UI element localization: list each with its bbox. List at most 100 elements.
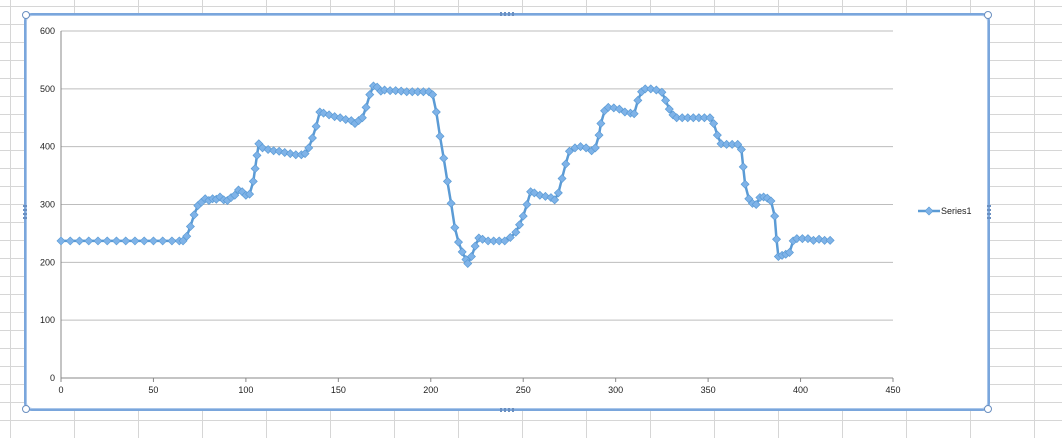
x-tick-label: 450 [885, 385, 900, 395]
data-point [248, 176, 258, 186]
data-point [664, 104, 674, 114]
data-point [93, 236, 103, 246]
gridlines [61, 30, 893, 321]
resize-handle-top[interactable] [500, 12, 514, 16]
resize-handle-bottom-left[interactable] [22, 405, 30, 413]
data-point [307, 133, 317, 143]
data-point [825, 235, 835, 245]
series-group [56, 81, 835, 268]
data-point [661, 95, 671, 105]
y-tick-label: 300 [40, 200, 55, 210]
data-point [596, 119, 606, 129]
data-point [772, 234, 782, 244]
data-point [311, 121, 321, 131]
y-tick-label: 200 [40, 257, 55, 267]
data-point [511, 227, 521, 237]
data-point [766, 196, 776, 206]
data-point [784, 248, 794, 257]
data-point [230, 190, 240, 200]
data-point [564, 146, 574, 156]
y-tick-label: 0 [50, 373, 55, 383]
data-point [594, 130, 604, 140]
data-point [185, 221, 195, 231]
data-point [250, 164, 260, 174]
data-point [518, 211, 528, 221]
data-point [396, 86, 406, 96]
data-point [439, 153, 449, 163]
data-point [470, 241, 480, 251]
data-point [505, 232, 515, 242]
data-point [736, 145, 746, 155]
data-point [74, 236, 84, 246]
data-point [361, 102, 371, 112]
x-tick-label: 300 [608, 385, 623, 395]
data-point [300, 149, 310, 159]
data-point [304, 143, 314, 153]
data-point [450, 223, 460, 233]
data-point [716, 139, 726, 149]
legend[interactable]: Series1 [918, 206, 972, 216]
x-tick-label: 200 [423, 385, 438, 395]
data-point [158, 236, 168, 246]
data-point [139, 236, 149, 246]
data-point [454, 237, 464, 247]
data-point [590, 143, 600, 153]
data-point [466, 252, 476, 262]
data-point [705, 113, 715, 123]
resize-handle-top-right[interactable] [984, 11, 992, 19]
y-tick-label: 400 [40, 142, 55, 152]
y-tick-label: 100 [40, 315, 55, 325]
data-point [65, 236, 75, 246]
data-point [709, 119, 719, 129]
resize-handle-bottom[interactable] [500, 408, 514, 412]
data-point [391, 86, 401, 96]
y-axis-tick-labels: 0 100 200 300 400 500 600 [40, 26, 55, 383]
axes [60, 31, 894, 382]
data-point [431, 107, 441, 117]
resize-handle-bottom-right[interactable] [984, 405, 992, 413]
y-tick-label: 600 [40, 26, 55, 36]
data-point [148, 236, 158, 246]
data-point [603, 102, 613, 112]
data-point [269, 146, 279, 156]
data-point [56, 236, 66, 246]
data-point [457, 247, 467, 257]
data-point [550, 195, 560, 205]
data-point [522, 200, 532, 209]
data-point [365, 90, 375, 100]
data-point [770, 211, 780, 221]
x-tick-label: 250 [516, 385, 531, 395]
data-point [712, 130, 722, 140]
x-tick-label: 50 [148, 385, 158, 395]
x-axis-tick-labels: 0 50 100 150 200 250 300 350 400 450 [58, 385, 900, 395]
data-point [167, 236, 177, 246]
y-tick-label: 500 [40, 84, 55, 94]
resize-handle-top-left[interactable] [22, 11, 30, 19]
resize-handle-left[interactable] [23, 205, 27, 219]
data-point [189, 210, 199, 220]
legend-marker [924, 206, 934, 216]
x-tick-label: 350 [701, 385, 716, 395]
data-point [515, 220, 525, 230]
data-point [111, 236, 121, 246]
data-point [130, 236, 140, 246]
data-point [633, 95, 643, 105]
resize-handle-right[interactable] [987, 205, 991, 219]
chart-area[interactable] [22, 11, 992, 413]
data-point [84, 236, 94, 246]
data-point [557, 173, 567, 183]
data-point [553, 188, 563, 198]
x-tick-label: 150 [331, 385, 346, 395]
data-point [357, 113, 367, 123]
series-line [61, 84, 831, 265]
data-point [629, 109, 639, 119]
data-point [121, 236, 131, 246]
data-point [446, 198, 456, 208]
data-point [252, 150, 262, 160]
data-point [182, 231, 192, 241]
data-point [738, 162, 748, 172]
x-tick-label: 0 [58, 385, 63, 395]
x-tick-label: 100 [238, 385, 253, 395]
x-tick-label: 400 [793, 385, 808, 395]
